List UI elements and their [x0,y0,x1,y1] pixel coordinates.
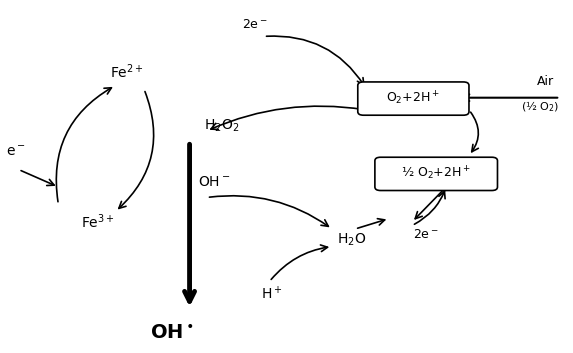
Text: (½ O$_2$): (½ O$_2$) [521,99,559,114]
Text: OH$^-$: OH$^-$ [198,175,230,189]
Text: e$^-$: e$^-$ [6,145,25,159]
Text: H$_2$O: H$_2$O [337,231,367,248]
Text: Air: Air [537,76,555,89]
Text: H$_2$O$_2$: H$_2$O$_2$ [204,118,240,134]
Text: OH$^\bullet$: OH$^\bullet$ [151,323,194,342]
Text: Fe$^{3+}$: Fe$^{3+}$ [81,213,115,231]
Text: Fe$^{2+}$: Fe$^{2+}$ [110,62,144,81]
FancyBboxPatch shape [375,157,497,191]
FancyBboxPatch shape [358,82,469,115]
Text: H$^+$: H$^+$ [261,285,283,303]
Text: 2e$^-$: 2e$^-$ [242,18,268,31]
Text: ½ O$_2$+2H$^+$: ½ O$_2$+2H$^+$ [401,165,471,183]
Text: O$_2$+2H$^+$: O$_2$+2H$^+$ [386,90,440,107]
Text: 2e$^-$: 2e$^-$ [413,228,439,241]
